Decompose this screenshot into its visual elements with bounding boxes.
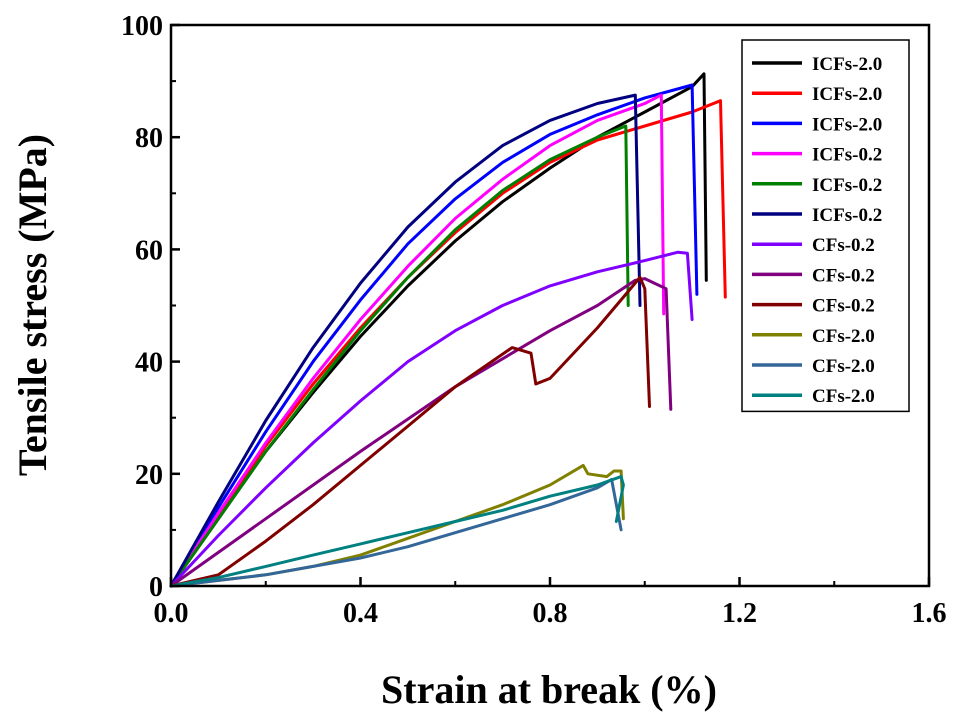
- plot-area: [169, 72, 727, 588]
- x-axis-title: Strain at break (%): [381, 667, 717, 712]
- legend-entry-label: CFs-2.0: [812, 386, 875, 407]
- y-tick-label: 40: [135, 348, 163, 379]
- legend-entry-label: CFs-0.2: [812, 235, 875, 256]
- legend-box: [741, 39, 910, 413]
- x-tick-label: 1.2: [722, 598, 757, 629]
- legend-entry-label: ICFs-0.2: [812, 175, 882, 196]
- series-line-7: [169, 250, 694, 588]
- axes: 0.0 0.4 0.8 1.2 1.6 0 20 40 60 80 100: [121, 11, 947, 629]
- series-line-5: [169, 124, 630, 588]
- legend-entry-label: CFs-2.0: [812, 326, 875, 347]
- series-line-11: [169, 477, 623, 588]
- legend-entry-label: ICFs-0.2: [812, 145, 882, 166]
- legend: ICFs-2.0 ICFs-2.0 ICFs-2.0 ICFs-0.2 ICFs-0.2…: [741, 39, 910, 413]
- series-line-2: [169, 99, 727, 588]
- series-line-8: [169, 277, 673, 588]
- legend-entry-label: CFs-0.2: [812, 296, 875, 317]
- x-tick-label: 0.4: [343, 598, 378, 629]
- series-line-12: [169, 475, 625, 588]
- y-axis-title: Tensile stress (MPa): [10, 134, 55, 476]
- x-tick-label: 1.6: [912, 598, 947, 629]
- series-line-6: [169, 93, 642, 588]
- series-line-3: [169, 83, 699, 588]
- x-tick-label: 0.8: [533, 598, 568, 629]
- legend-entry-label: ICFs-2.0: [812, 114, 882, 135]
- series-line-4: [169, 93, 666, 588]
- y-tick-label: 0: [149, 572, 163, 603]
- y-tick-label: 20: [135, 460, 163, 491]
- x-tick-label: 0.0: [154, 598, 189, 629]
- series-line-9: [169, 275, 651, 588]
- legend-entry-label: ICFs-2.0: [812, 54, 882, 75]
- y-tick-label: 60: [135, 235, 163, 266]
- legend-entry-label: CFs-2.0: [812, 356, 875, 377]
- legend-entry-label: ICFs-0.2: [812, 205, 882, 226]
- legend-entry-label: ICFs-2.0: [812, 84, 882, 105]
- legend-entry-label: CFs-0.2: [812, 265, 875, 286]
- y-tick-label: 80: [135, 123, 163, 154]
- y-tick-label: 100: [121, 11, 163, 42]
